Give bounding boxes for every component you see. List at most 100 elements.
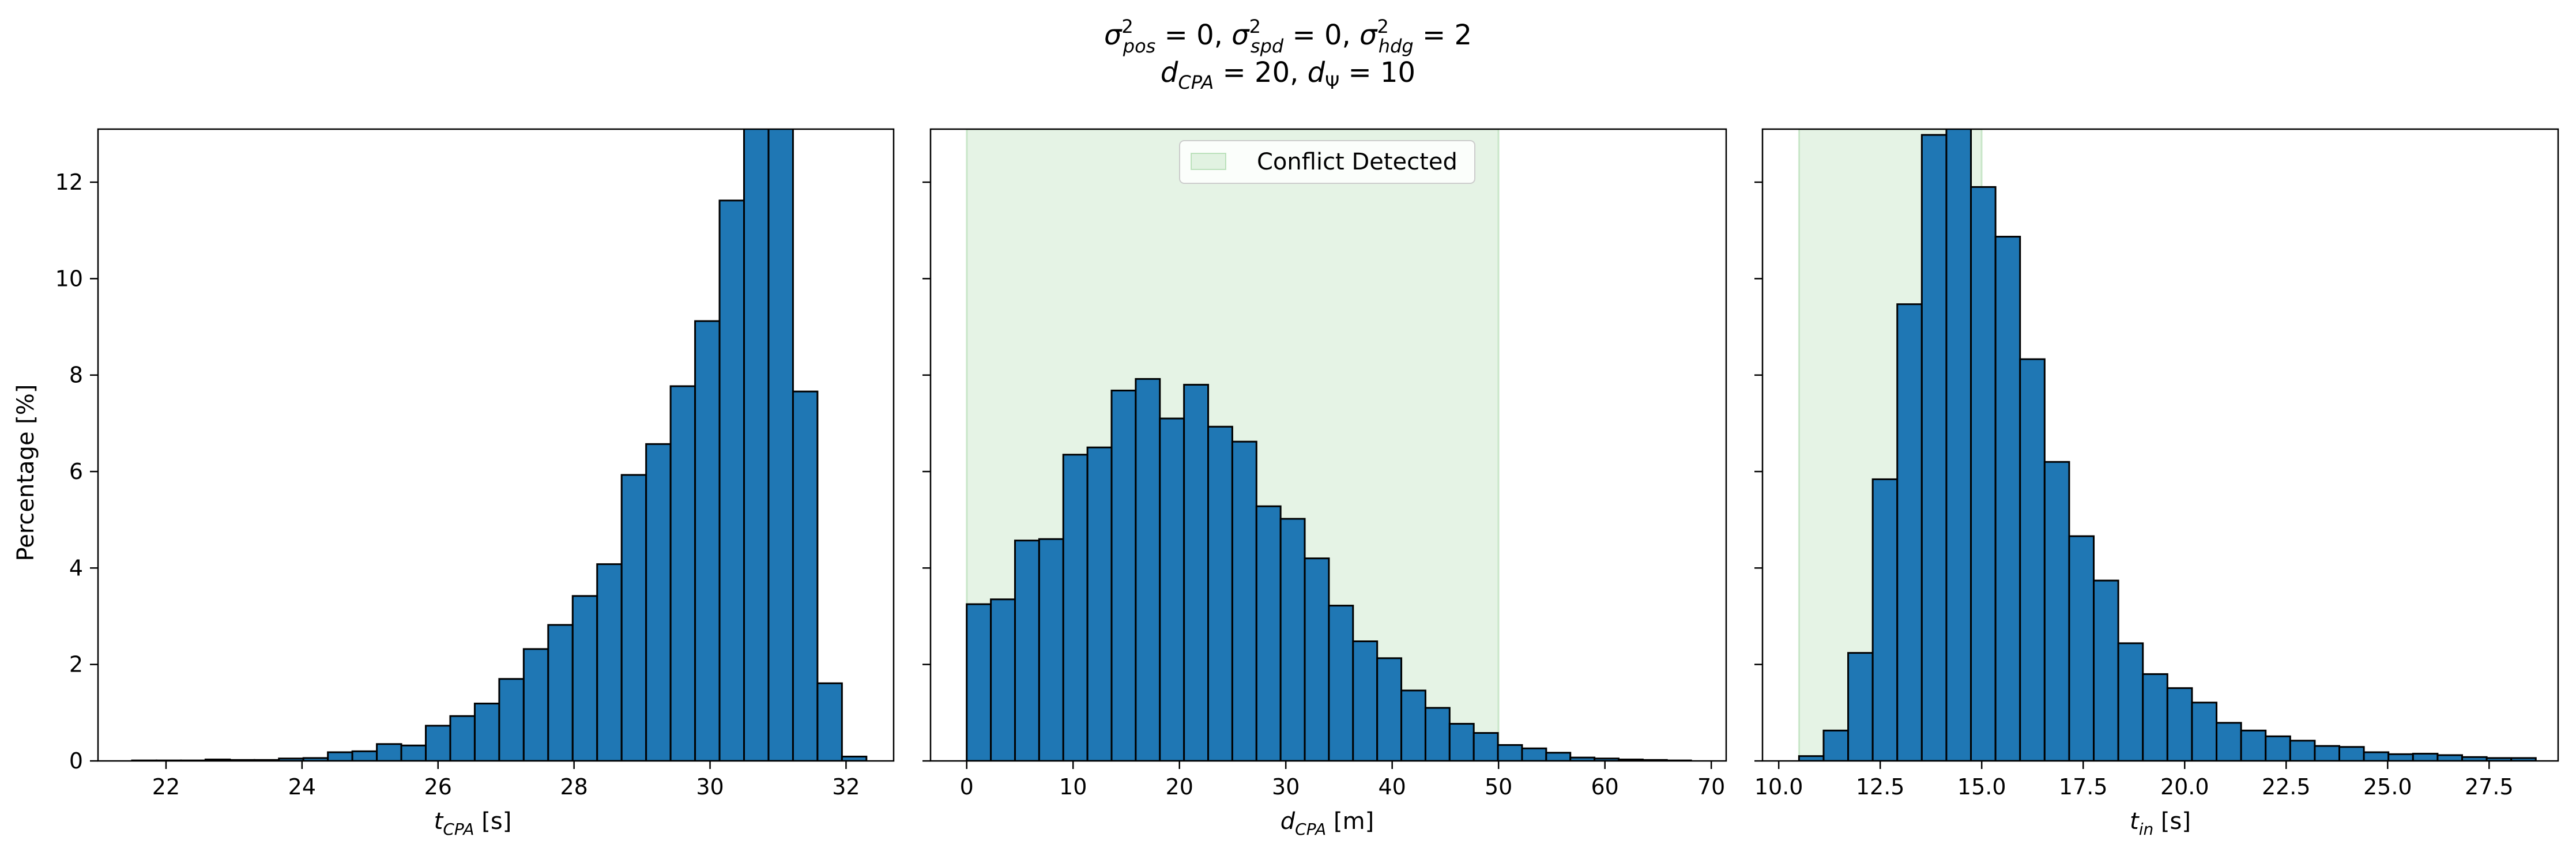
x-tick-label-dcpa-0: 0 (960, 774, 974, 800)
bar-dcpa-10 (1207, 425, 1233, 761)
bar-dcpa-8 (1159, 417, 1185, 761)
bar-tin-20 (2289, 740, 2316, 761)
bar-tcpa-10 (376, 743, 402, 761)
bar-tcpa-11 (400, 744, 427, 761)
x-tick-label-tin-1: 12.5 (1856, 774, 1905, 800)
bar-dcpa-3 (1038, 538, 1064, 761)
legend-frame (1179, 140, 1475, 184)
bar-tcpa-18 (571, 595, 598, 761)
x-tick-label-tcpa-0: 22 (152, 774, 180, 800)
legend-label: Conflict Detected (1257, 149, 1458, 175)
bar-tin-0 (1798, 755, 1825, 761)
bar-dcpa-19 (1424, 707, 1451, 761)
x-tick-label-tin-2: 15.0 (1957, 774, 2006, 800)
x-tick-label-tcpa-5: 32 (832, 774, 860, 800)
bar-tin-26 (2436, 754, 2463, 761)
x-tick-label-tcpa-3: 28 (560, 774, 587, 800)
bar-dcpa-7 (1135, 378, 1161, 761)
bar-dcpa-0 (966, 603, 992, 761)
bar-tcpa-13 (449, 715, 476, 761)
bar-tin-7 (1970, 186, 1997, 761)
bar-dcpa-22 (1497, 744, 1523, 761)
y-axis-label: Percentage [%] (13, 384, 39, 561)
bar-tcpa-15 (498, 678, 525, 761)
bar-dcpa-15 (1328, 605, 1354, 761)
x-tick-label-tin-3: 17.5 (2059, 774, 2108, 800)
bar-tcpa-19 (596, 563, 623, 761)
bar-tcpa-16 (522, 648, 549, 761)
axes-frame-tcpa (97, 128, 895, 762)
bar-dcpa-2 (1014, 540, 1040, 761)
bar-tcpa-20 (620, 474, 647, 761)
x-tick-label-dcpa-4: 40 (1379, 774, 1406, 800)
bar-dcpa-18 (1400, 689, 1426, 761)
bar-tin-22 (2338, 746, 2365, 761)
bar-tcpa-25 (743, 129, 770, 761)
x-tick-label-tin-7: 27.5 (2465, 774, 2514, 800)
bar-dcpa-16 (1352, 640, 1379, 761)
x-tick-label-tcpa-1: 24 (288, 774, 316, 800)
bar-tcpa-26 (767, 129, 794, 761)
bar-tcpa-21 (645, 443, 672, 761)
y-tick-label-tcpa-0: 0 (69, 748, 83, 774)
bar-tin-11 (2068, 535, 2095, 761)
bar-tin-12 (2093, 579, 2119, 761)
panel-tin: 10.0 12.5 15.0 17.5 20.0 22.5 25.0 27.5 (1754, 128, 2559, 800)
bar-tin-23 (2363, 751, 2390, 761)
bar-tin-9 (2019, 358, 2046, 761)
bar-dcpa-17 (1376, 657, 1403, 761)
bar-dcpa-1 (990, 598, 1016, 761)
bar-tcpa-8 (327, 751, 353, 761)
bar-tcpa-12 (425, 725, 451, 761)
bar-dcpa-6 (1110, 389, 1137, 761)
bar-dcpa-21 (1472, 732, 1499, 761)
x-tick-label-tin-5: 22.5 (2262, 774, 2311, 800)
bar-tin-1 (1822, 729, 1850, 761)
bar-dcpa-9 (1183, 383, 1210, 761)
x-tick-label-tcpa-2: 26 (424, 774, 452, 800)
bar-tin-18 (2240, 729, 2267, 761)
bar-tcpa-27 (792, 390, 819, 761)
bar-tin-4 (1896, 303, 1923, 761)
bar-tcpa-28 (816, 682, 843, 761)
bar-tin-2 (1847, 652, 1874, 761)
panel-dcpa: 0 10 20 30 40 50 60 70 (922, 128, 1727, 800)
plot-area-tcpa (131, 129, 868, 761)
bar-tin-21 (2314, 745, 2341, 761)
bar-tin-14 (2142, 673, 2168, 761)
x-tick-label-dcpa-5: 50 (1485, 774, 1512, 800)
axes-frame-tin (1761, 128, 2559, 762)
bar-tcpa-22 (669, 385, 696, 761)
bar-tin-17 (2216, 722, 2242, 761)
x-axis-label-dcpa: dCPA [m] (1281, 808, 1374, 839)
bar-tin-8 (1994, 236, 2021, 761)
bar-dcpa-24 (1545, 752, 1572, 761)
bar-tin-16 (2191, 702, 2218, 761)
bar-tin-3 (1871, 478, 1899, 761)
x-tick-label-dcpa-2: 20 (1166, 774, 1193, 800)
x-tick-label-dcpa-6: 60 (1591, 774, 1618, 800)
bar-dcpa-13 (1279, 518, 1306, 761)
x-tick-label-dcpa-7: 70 (1697, 774, 1725, 800)
bar-tcpa-24 (718, 199, 745, 761)
axes-frame-dcpa (929, 128, 1727, 762)
bar-tin-25 (2412, 752, 2439, 761)
y-tick-label-tcpa-4: 8 (69, 363, 83, 388)
y-tick-label-tcpa-6: 12 (55, 169, 83, 195)
bar-tcpa-17 (547, 624, 574, 761)
x-tick-label-tcpa-4: 30 (696, 774, 724, 800)
bar-tin-13 (2117, 642, 2144, 761)
y-tick-label-tcpa-5: 10 (55, 266, 83, 291)
bar-tin-15 (2166, 687, 2193, 761)
x-tick-label-dcpa-3: 30 (1272, 774, 1300, 800)
y-tick-label-tcpa-1: 2 (69, 652, 83, 677)
x-axis-label-tin: tin [s] (2130, 808, 2191, 839)
x-tick-label-dcpa-1: 10 (1059, 774, 1087, 800)
x-axis-label-tcpa: tCPA [s] (434, 808, 512, 839)
bar-tcpa-23 (694, 320, 721, 761)
y-tick-label-tcpa-2: 4 (69, 555, 83, 580)
y-tick-label-tcpa-3: 6 (69, 459, 83, 484)
x-tick-label-tin-6: 25.0 (2363, 774, 2412, 800)
plot-area-tin (1798, 129, 2537, 761)
